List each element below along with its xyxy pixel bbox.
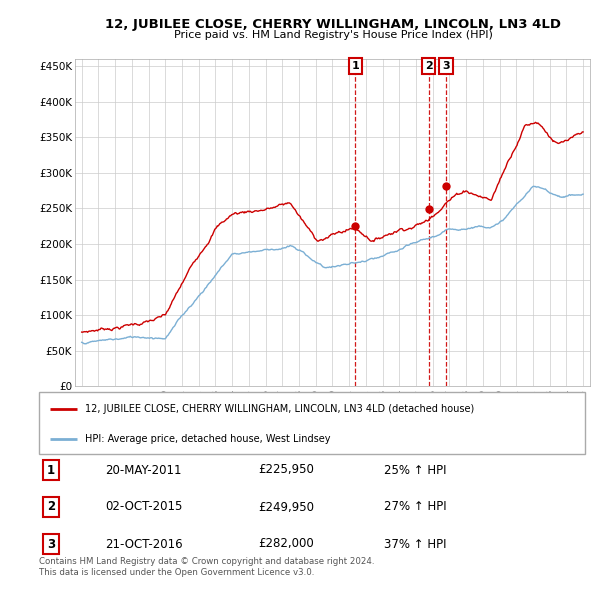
- Text: 1: 1: [47, 464, 55, 477]
- Text: £282,000: £282,000: [258, 537, 314, 550]
- Text: 25% ↑ HPI: 25% ↑ HPI: [384, 464, 446, 477]
- FancyBboxPatch shape: [39, 392, 585, 454]
- Text: 3: 3: [47, 537, 55, 550]
- Text: 20-MAY-2011: 20-MAY-2011: [105, 464, 182, 477]
- Text: 12, JUBILEE CLOSE, CHERRY WILLINGHAM, LINCOLN, LN3 4LD: 12, JUBILEE CLOSE, CHERRY WILLINGHAM, LI…: [105, 18, 561, 31]
- Text: 37% ↑ HPI: 37% ↑ HPI: [384, 537, 446, 550]
- Text: 1: 1: [352, 61, 359, 71]
- Text: £225,950: £225,950: [258, 464, 314, 477]
- Text: 21-OCT-2016: 21-OCT-2016: [105, 537, 182, 550]
- Text: 3: 3: [442, 61, 450, 71]
- Text: Contains HM Land Registry data © Crown copyright and database right 2024.: Contains HM Land Registry data © Crown c…: [39, 558, 374, 566]
- Text: 12, JUBILEE CLOSE, CHERRY WILLINGHAM, LINCOLN, LN3 4LD (detached house): 12, JUBILEE CLOSE, CHERRY WILLINGHAM, LI…: [85, 404, 475, 414]
- Text: 2: 2: [425, 61, 433, 71]
- Text: 27% ↑ HPI: 27% ↑ HPI: [384, 500, 446, 513]
- Text: This data is licensed under the Open Government Licence v3.0.: This data is licensed under the Open Gov…: [39, 568, 314, 577]
- Text: 02-OCT-2015: 02-OCT-2015: [105, 500, 182, 513]
- Text: Price paid vs. HM Land Registry's House Price Index (HPI): Price paid vs. HM Land Registry's House …: [173, 30, 493, 40]
- Text: £249,950: £249,950: [258, 500, 314, 513]
- Text: HPI: Average price, detached house, West Lindsey: HPI: Average price, detached house, West…: [85, 434, 331, 444]
- Text: 2: 2: [47, 500, 55, 513]
